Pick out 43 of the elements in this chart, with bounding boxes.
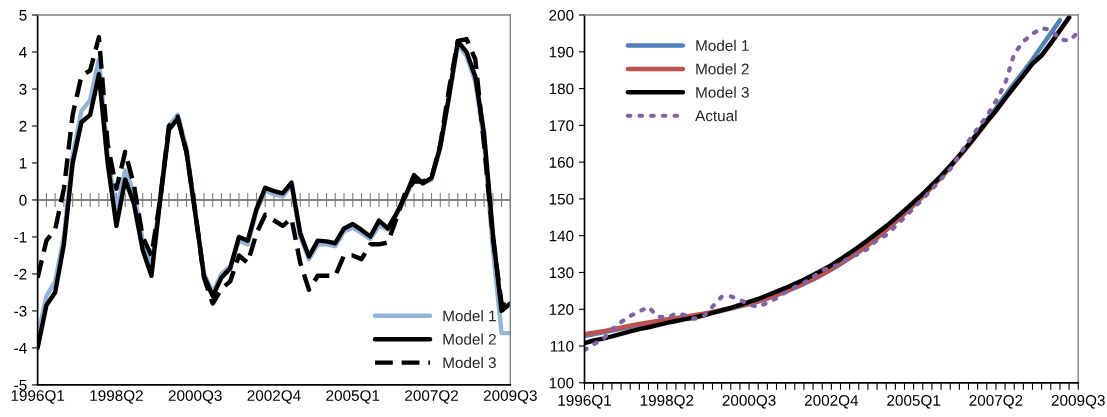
y-tick-label: 180 <box>549 83 574 95</box>
x-tick-label: 1998Q2 <box>90 390 143 404</box>
x-tick-label: 1996Q1 <box>558 395 611 409</box>
y-tick-label: -1 <box>14 231 27 243</box>
y-tick-label: -2 <box>14 268 27 280</box>
x-tick-label: 2002Q4 <box>804 395 859 409</box>
y-tick-label: 4 <box>19 47 27 58</box>
y-tick-label: 130 <box>549 267 574 279</box>
legend-label: Actual <box>695 110 737 122</box>
legend-label: Model 1 <box>443 310 496 322</box>
x-tick-label: 2005Q1 <box>326 390 380 404</box>
y-tick-label: 190 <box>549 46 574 58</box>
y-tick-label: 170 <box>549 120 574 132</box>
y-tick-label: 200 <box>549 9 574 21</box>
x-tick-label: 2005Q1 <box>887 395 941 409</box>
y-tick-label: 160 <box>549 157 574 168</box>
legend-label: Model 3 <box>443 356 496 369</box>
y-tick-label: 0 <box>19 194 27 206</box>
legend-label: Model 2 <box>443 333 496 345</box>
y-tick-label: 120 <box>549 304 574 315</box>
x-tick-label: 1996Q1 <box>11 390 65 404</box>
x-tick-label: 2009Q3 <box>1051 395 1105 409</box>
x-tick-label: 2007Q2 <box>969 395 1023 409</box>
y-tick-label: -4 <box>14 342 27 354</box>
y-tick-label: 140 <box>549 230 574 242</box>
y-tick-label: 100 <box>549 377 574 389</box>
y-tick-label: 110 <box>550 340 574 352</box>
x-tick-label: 2002Q4 <box>247 390 301 404</box>
y-tick-label: 1 <box>19 157 27 169</box>
legend-label: Model 1 <box>696 39 749 52</box>
y-tick-label: -3 <box>14 305 27 317</box>
x-tick-label: 2000Q3 <box>722 395 776 409</box>
x-tick-label: 2007Q2 <box>405 390 458 404</box>
legend-label: Model 2 <box>696 63 749 75</box>
x-tick-label: 2009Q3 <box>483 390 537 404</box>
y-tick-label: 5 <box>19 10 27 21</box>
y-tick-label: -5 <box>14 379 27 391</box>
x-tick-label: 1998Q2 <box>640 395 694 409</box>
y-tick-label: 150 <box>549 193 574 205</box>
y-tick-label: 3 <box>19 83 27 95</box>
x-tick-label: 2000Q3 <box>168 390 222 404</box>
legend-label: Model 3 <box>696 86 749 98</box>
y-tick-label: 2 <box>19 120 27 132</box>
